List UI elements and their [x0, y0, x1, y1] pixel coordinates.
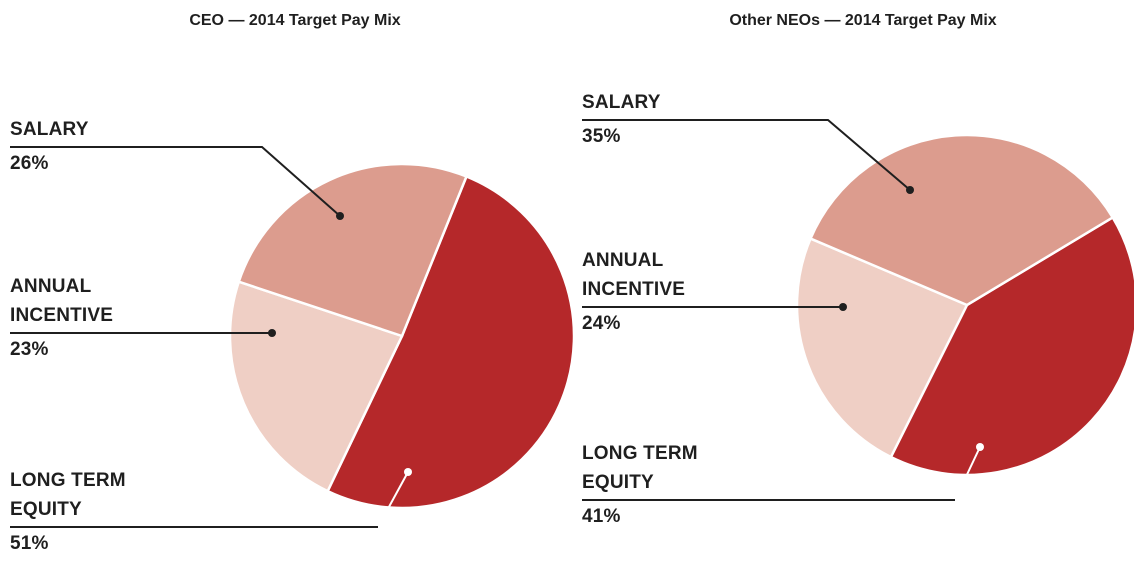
pie-slice	[808, 133, 1115, 307]
value-label: 24%	[582, 313, 621, 334]
category-label: ANNUAL INCENTIVE	[582, 250, 686, 300]
value-label: 41%	[582, 506, 621, 527]
leader-dot	[336, 212, 344, 220]
value-label: 35%	[582, 126, 621, 147]
leader-dot	[976, 443, 984, 451]
leader-line	[10, 146, 341, 217]
category-label: LONG TERM EQUITY	[10, 470, 126, 520]
category-label: SALARY	[582, 92, 661, 113]
value-label: 51%	[10, 533, 49, 554]
value-label: 23%	[10, 339, 49, 360]
pie-slice	[795, 236, 969, 459]
pie-slice	[326, 174, 576, 510]
chart-title: Other NEOs — 2014 Target Pay Mix	[729, 12, 997, 29]
chart-title: CEO — 2014 Target Pay Mix	[189, 12, 401, 29]
category-label: SALARY	[10, 119, 89, 140]
leader-dot	[268, 329, 276, 337]
value-label: 26%	[10, 153, 49, 174]
category-label: LONG TERM EQUITY	[582, 443, 698, 493]
leader-dot	[906, 186, 914, 194]
leader-dot	[404, 468, 412, 476]
pie-slice	[237, 162, 469, 338]
leader-dot	[839, 303, 847, 311]
category-label: ANNUAL INCENTIVE	[10, 276, 114, 326]
leader-line	[582, 119, 911, 191]
